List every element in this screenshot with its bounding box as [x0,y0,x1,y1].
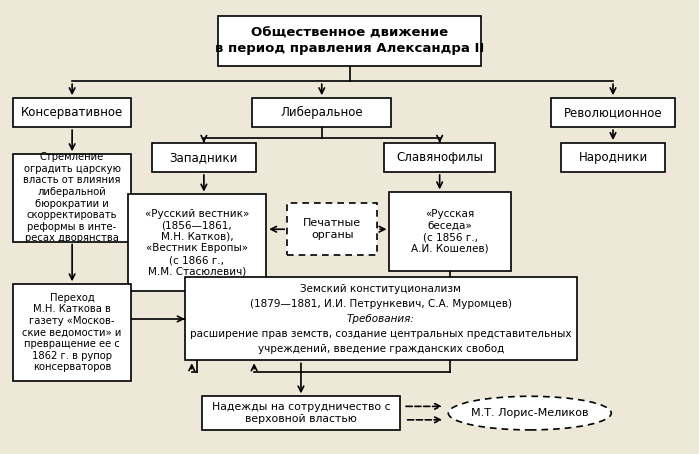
Text: Земский конституционализм: Земский конституционализм [301,284,461,294]
FancyBboxPatch shape [13,154,131,242]
Text: «Русский вестник»
(1856—1861,
М.Н. Катков),
«Вестник Европы»
(с 1866 г.,
М.М. Ст: «Русский вестник» (1856—1861, М.Н. Катко… [145,209,249,276]
FancyBboxPatch shape [218,16,481,65]
Text: Надежды на сотрудничество с
верховной властью: Надежды на сотрудничество с верховной вл… [212,402,390,424]
Text: Стремление
оградить царскую
власть от влияния
либеральной
бюрократии и
скорректи: Стремление оградить царскую власть от вл… [23,152,121,243]
Ellipse shape [448,396,611,430]
FancyBboxPatch shape [128,194,266,291]
FancyBboxPatch shape [389,192,511,271]
Text: «Русская
беседа»
(с 1856 г.,
А.И. Кошелев): «Русская беседа» (с 1856 г., А.И. Кошеле… [411,209,489,254]
Text: Переход
М.Н. Каткова в
газету «Москов-
ские ведомости» и
превращение ее с
1862 г: Переход М.Н. Каткова в газету «Москов- с… [22,292,122,372]
Text: Народники: Народники [578,151,648,164]
Text: Революционное: Революционное [563,106,663,119]
FancyBboxPatch shape [384,143,495,172]
FancyBboxPatch shape [287,203,377,255]
Text: Консервативное: Консервативное [21,106,123,119]
Text: Западники: Западники [170,151,238,164]
FancyBboxPatch shape [202,396,400,430]
FancyBboxPatch shape [13,284,131,380]
Text: М.Т. Лорис-Меликов: М.Т. Лорис-Меликов [471,408,589,418]
Text: учреждений, введение гражданских свобод: учреждений, введение гражданских свобод [257,344,504,354]
Text: расширение прав земств, создание центральных представительных: расширение прав земств, создание централ… [190,329,572,339]
FancyBboxPatch shape [561,143,665,172]
FancyBboxPatch shape [252,98,391,127]
FancyBboxPatch shape [13,98,131,127]
Text: Либеральное: Либеральное [280,106,363,119]
FancyBboxPatch shape [185,277,577,360]
Text: Печатные
органы: Печатные органы [303,218,361,240]
Text: Требования:: Требования: [347,314,415,324]
FancyBboxPatch shape [152,143,256,172]
Text: Общественное движение
в период правления Александра II: Общественное движение в период правления… [215,27,484,55]
Text: Славянофилы: Славянофилы [396,151,483,164]
FancyBboxPatch shape [551,98,675,127]
Text: (1879—1881, И.И. Петрункевич, С.А. Муромцев): (1879—1881, И.И. Петрункевич, С.А. Муром… [250,299,512,309]
